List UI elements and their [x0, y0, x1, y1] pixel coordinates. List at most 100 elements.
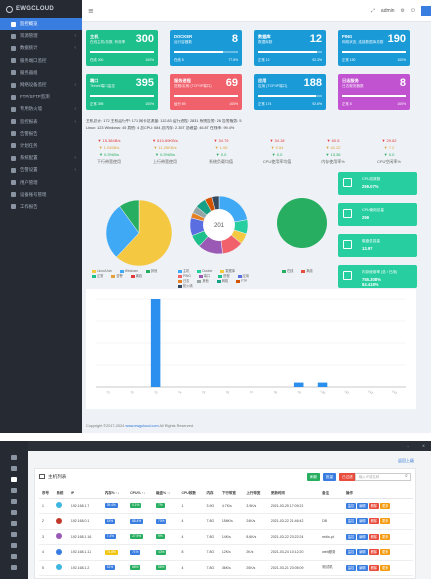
sidebar-item-9[interactable]: 告警报告 [0, 128, 82, 140]
action-button[interactable]: 更多 [379, 533, 391, 540]
legend-item[interactable]: 网络 [216, 279, 232, 284]
table-row[interactable]: 5 192.168.1.2 51% 66% 56% 4 7.8G 36K/s 20K/s 2021… [39, 560, 413, 576]
stat-card[interactable]: 服务进程 进程/实例 (TCP/IP端口) 69 运行 69 100% [170, 74, 242, 110]
stat-card[interactable]: 主机 在线主机/总数, 有效率 300 在线 300 100% [86, 30, 158, 66]
sidebar-item-3[interactable]: 服务端口监控 [0, 55, 82, 67]
column-header[interactable]: 内存 [203, 489, 219, 499]
bar[interactable] [293, 382, 304, 387]
legend-item[interactable]: 告警 [111, 274, 126, 279]
sidebar-icon[interactable] [11, 554, 17, 559]
sidebar-item-10[interactable]: 计划任务 [0, 140, 82, 152]
avatar[interactable] [421, 6, 431, 16]
fullscreen-icon[interactable]: ⤢ [370, 8, 375, 14]
bar[interactable] [150, 299, 161, 387]
sidebar-icon[interactable] [11, 510, 17, 515]
action-button[interactable]: 监控 [345, 502, 357, 509]
toolbar-button[interactable]: 已过滤 [339, 473, 356, 481]
sidebar-icon[interactable] [11, 521, 17, 526]
settings-icon[interactable]: ⚙ [400, 8, 406, 14]
action-button[interactable]: 监控 [345, 518, 357, 525]
stat-card[interactable]: DOCKER 运行容器数 8 在线 8 77.5% [170, 30, 242, 66]
action-button[interactable]: 更多 [379, 502, 391, 509]
sidebar-item-11[interactable]: 系统配置 ‹ [0, 152, 82, 164]
sidebar-item-12[interactable]: 告警设置 ‹ [0, 164, 82, 176]
action-button[interactable]: 更多 [379, 518, 391, 525]
column-header[interactable]: 上行带宽 [243, 489, 268, 499]
user-name[interactable]: admin [380, 8, 395, 14]
cell-ip[interactable]: 192.168.1.16 [67, 529, 102, 545]
stat-card[interactable]: PING 网络状态, 连接数据库总数 190 正常 190 100% [338, 30, 410, 66]
sidebar-item-4[interactable]: 服务器组 [0, 67, 82, 79]
action-button[interactable]: 更多 [379, 564, 391, 571]
summary-tile[interactable]: CPU使用总量 259 [338, 203, 417, 226]
legend-item[interactable]: 防火墙 [178, 284, 197, 289]
column-header[interactable]: 内存% ↑↓ [101, 489, 128, 499]
action-button[interactable]: 监控 [345, 533, 357, 540]
legend-item[interactable]: 其他 [145, 269, 161, 274]
sidebar-icon[interactable] [11, 499, 17, 504]
os-slice[interactable] [116, 200, 172, 266]
legend-item[interactable]: PING [178, 274, 195, 279]
sidebar-icon[interactable] [11, 455, 17, 460]
column-header[interactable]: 序号 [39, 489, 54, 499]
sidebar-icon[interactable] [11, 565, 17, 570]
stat-card[interactable]: 数据库 数据库数 12 正常 12 92.3% [254, 30, 326, 66]
legend-item[interactable]: 数据库 [220, 269, 239, 274]
action-button[interactable]: 删除 [368, 518, 379, 525]
table-row[interactable]: 3 192.168.1.16 7.4% 27.9% 9% 4 7.8G 14K/s 8.6K/s… [39, 529, 413, 545]
sidebar-item-14[interactable]: 设备账号管理 [0, 189, 82, 201]
bar[interactable] [317, 382, 328, 387]
sidebar-icon[interactable] [11, 477, 17, 482]
minimize-icon[interactable]: – [407, 444, 409, 448]
online-slice[interactable] [277, 198, 327, 248]
menu-toggle-icon[interactable]: ≡ [88, 7, 94, 15]
column-header[interactable]: 磁盘% ↑↓ [153, 489, 179, 499]
toolbar-button[interactable]: 批量 [323, 473, 337, 481]
cell-ip[interactable]: 192.168.1.2 [67, 560, 102, 576]
action-button[interactable]: 删除 [368, 533, 379, 540]
sidebar-item-8[interactable]: 监控报表 ‹ [0, 116, 82, 128]
stat-card[interactable]: 端口 Telnet/端口监控 395 正常 395 100% [86, 74, 158, 110]
table-row[interactable]: 2 192.168.0.1 15% 88.4% 70% 4 7.8G 156K/s 24K/s 2… [39, 513, 413, 530]
sidebar-item-7[interactable]: 专用防火墙 ‹ [0, 103, 82, 115]
sidebar-item-15[interactable]: 工作报告 [0, 201, 82, 213]
legend-item[interactable]: 日志 [178, 279, 193, 284]
legend-item[interactable]: 离线 [130, 274, 146, 279]
action-button[interactable]: 删除 [368, 549, 379, 556]
action-button[interactable]: 删除 [368, 502, 379, 509]
toolbar-button[interactable]: 刷新 [307, 473, 321, 481]
logout-icon[interactable]: ⏻ [411, 8, 415, 14]
os-slice[interactable] [106, 205, 140, 258]
action-button[interactable]: 删除 [368, 564, 379, 571]
sidebar-icon[interactable] [11, 543, 17, 548]
legend-item[interactable]: 其他 [197, 279, 212, 284]
legend-item[interactable]: FTP [236, 279, 251, 284]
legend-item[interactable]: Docker [197, 269, 216, 274]
search-input[interactable]: 输入IP或名称 [355, 473, 411, 481]
column-header[interactable]: 备注 [319, 489, 343, 499]
column-header[interactable]: 更新时间 [267, 489, 320, 499]
cell-ip[interactable]: 192.168.0.1 [67, 513, 102, 530]
column-header[interactable]: 操作 [342, 489, 413, 499]
sidebar-icon[interactable] [11, 488, 17, 493]
column-header[interactable]: 系统 [53, 489, 68, 499]
action-button[interactable]: 监控 [345, 564, 357, 571]
sidebar-icon[interactable] [11, 532, 17, 537]
stat-card[interactable]: 应用 应用 (TCP/IP端口) 188 正常 174 92.6% [254, 74, 326, 110]
column-header[interactable]: CPU% ↑↓ [127, 489, 154, 499]
table-row[interactable]: 1 192.168.1.7 39.4% 0.1% 7% 1 3.9G 4.7K/s 3.9K/s… [39, 498, 413, 514]
legend-item[interactable]: 正常 [92, 274, 107, 279]
summary-tile[interactable]: 磁盘总容量 13.97 [338, 234, 417, 257]
sidebar-item-5[interactable]: 网络设备监控 ‹ [0, 79, 82, 91]
cell-ip[interactable]: 192.168.1.11 [67, 544, 102, 561]
legend-item[interactable]: 主机 [178, 269, 193, 274]
close-icon[interactable]: ✕ [421, 444, 425, 448]
sidebar-icon[interactable] [11, 466, 17, 471]
search-icon[interactable]: ⌕ [405, 473, 408, 479]
legend-item[interactable]: Windows [119, 269, 142, 274]
cell-ip[interactable]: 192.168.1.7 [67, 498, 102, 514]
legend-item[interactable]: 离线 [301, 269, 316, 274]
action-button[interactable]: 编辑 [357, 518, 368, 525]
column-header[interactable]: 下行带宽 [218, 489, 244, 499]
legend-item[interactable]: Linux/Unix [92, 269, 116, 274]
